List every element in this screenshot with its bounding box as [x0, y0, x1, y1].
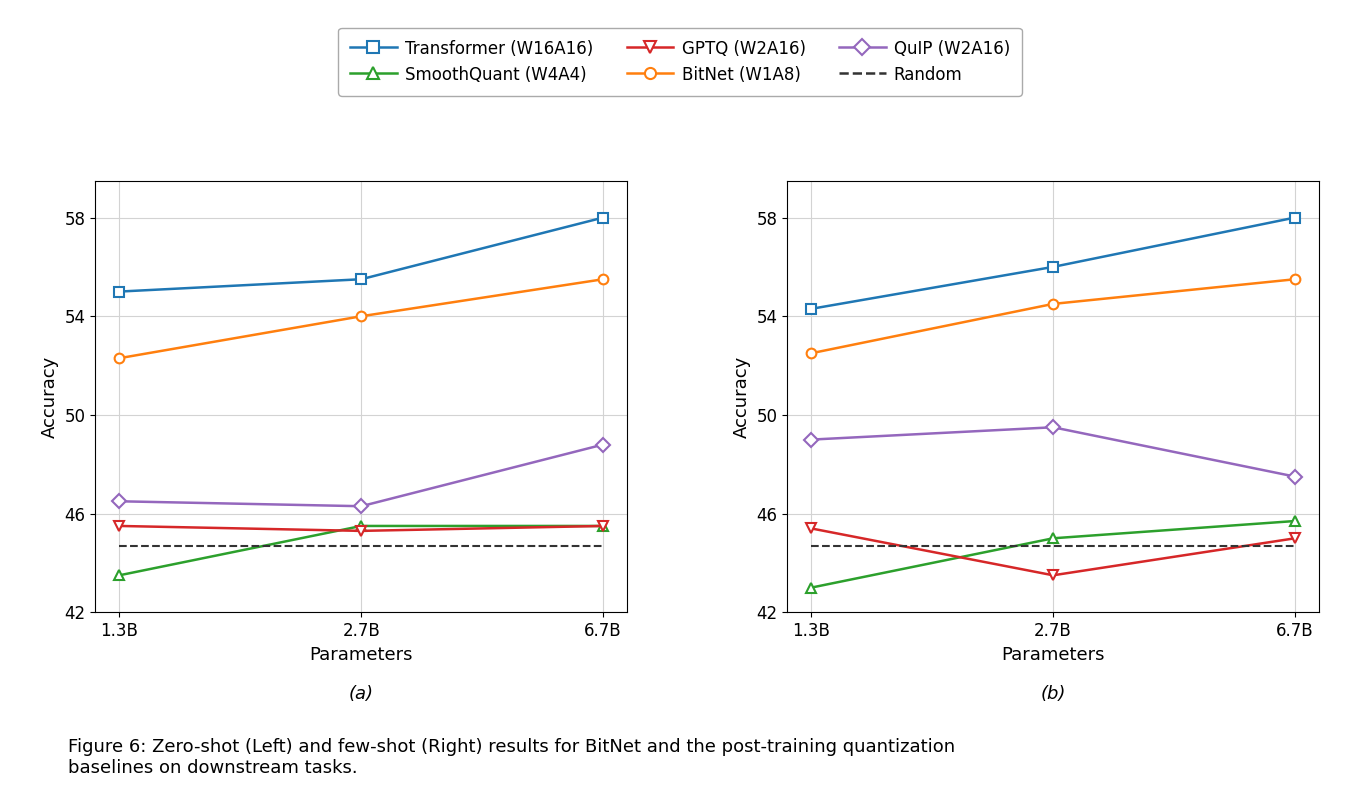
Y-axis label: Accuracy: Accuracy	[41, 356, 58, 437]
X-axis label: Parameters: Parameters	[310, 645, 413, 663]
Text: Figure 6: Zero-shot (Left) and few-shot (Right) results for BitNet and the post-: Figure 6: Zero-shot (Left) and few-shot …	[68, 739, 955, 777]
Legend: Transformer (W16A16), SmoothQuant (W4A4), GPTQ (W2A16), BitNet (W1A8), QuIP (W2A: Transformer (W16A16), SmoothQuant (W4A4)…	[339, 28, 1021, 96]
Text: (b): (b)	[1040, 685, 1066, 703]
Y-axis label: Accuracy: Accuracy	[733, 356, 751, 437]
X-axis label: Parameters: Parameters	[1001, 645, 1104, 663]
Text: (a): (a)	[348, 685, 374, 703]
